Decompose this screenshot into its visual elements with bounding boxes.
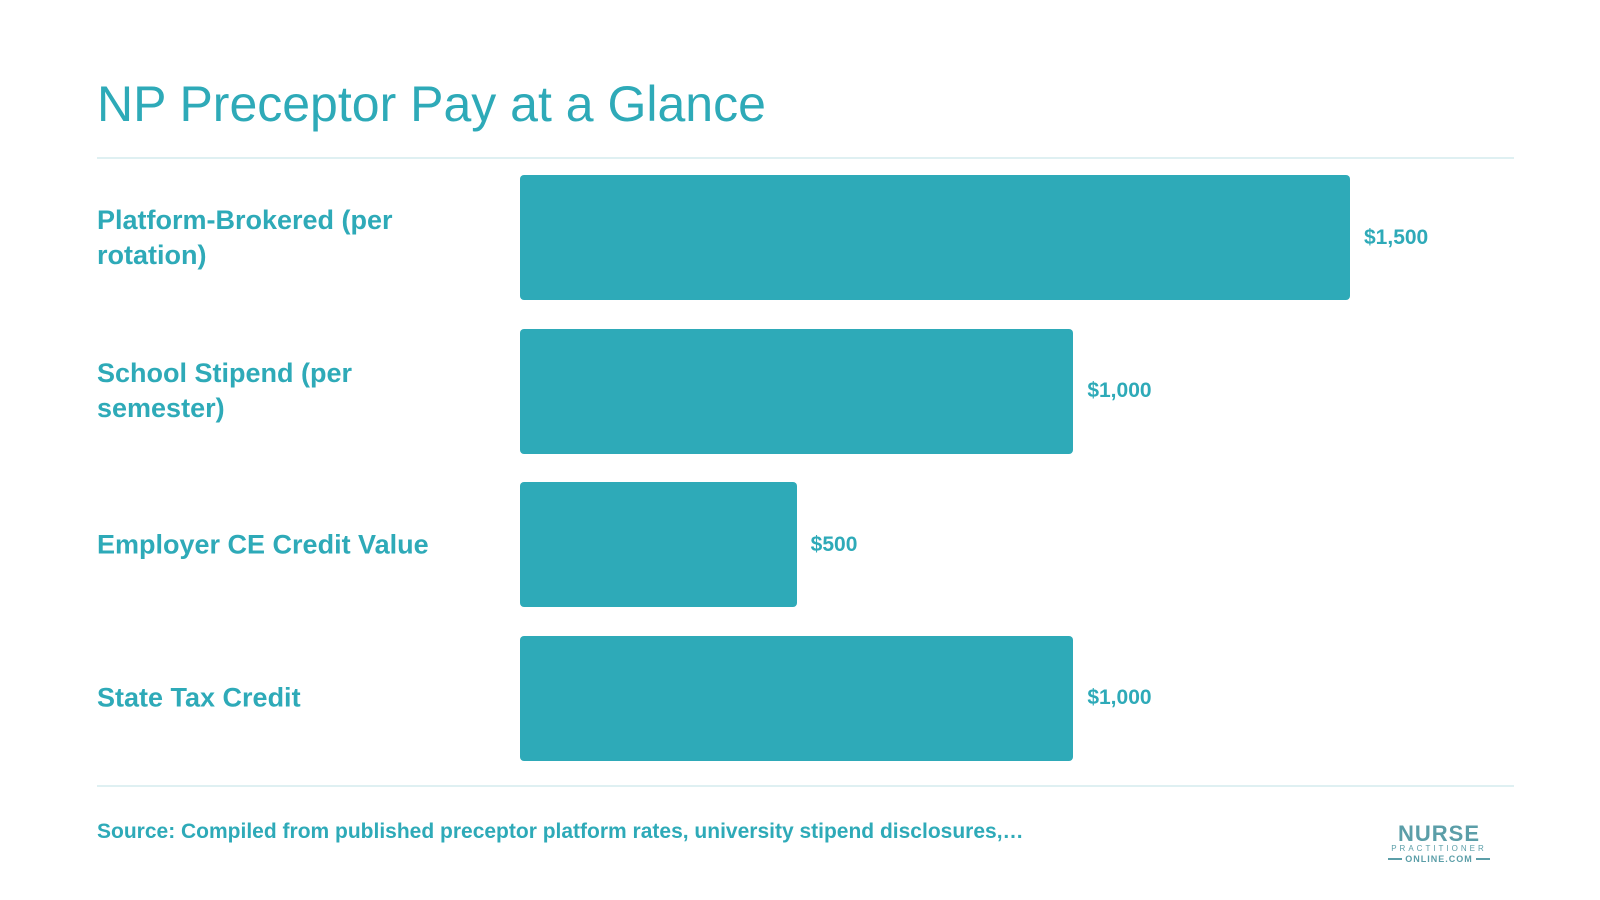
logo-sub-text: PRACTITIONER bbox=[1391, 844, 1487, 853]
chart-title: NP Preceptor Pay at a Glance bbox=[97, 76, 766, 132]
bar bbox=[520, 328, 1074, 454]
value-label: $1,000 bbox=[1087, 379, 1152, 402]
bottom-divider bbox=[97, 785, 1514, 787]
value-label: $1,500 bbox=[1364, 225, 1429, 249]
logo-rule-left bbox=[1388, 858, 1403, 860]
category-label: Employer CE Credit Value bbox=[97, 529, 429, 559]
source-note: Source: Compiled from published precepto… bbox=[97, 820, 1024, 843]
bar-chart: Platform-Brokered (per rotation) $1,500 Sc… bbox=[97, 175, 1517, 770]
logo-domain-text: ONLINE.COM bbox=[1405, 854, 1473, 864]
value-label: $1,000 bbox=[1087, 686, 1152, 709]
bar-row: School Stipend (per semester) $1,000 bbox=[97, 328, 1517, 454]
bar-row: State Tax Credit $1,000 bbox=[97, 635, 1517, 761]
top-divider bbox=[97, 157, 1514, 159]
bar-row: Employer CE Credit Value $500 bbox=[97, 482, 1517, 607]
brand-logo: NURSE PRACTITIONER ONLINE.COM bbox=[1383, 821, 1495, 864]
category-label: State Tax Credit bbox=[97, 682, 301, 713]
logo-rule-right bbox=[1475, 858, 1490, 860]
category-label: School Stipend (per semester) bbox=[97, 358, 353, 423]
category-label: Platform-Brokered (per rotation) bbox=[97, 204, 393, 270]
bar bbox=[520, 482, 797, 607]
bar-row: Platform-Brokered (per rotation) $1,500 bbox=[97, 175, 1517, 300]
logo-domain-row: ONLINE.COM bbox=[1383, 854, 1495, 864]
value-label: $500 bbox=[810, 532, 858, 556]
bar bbox=[520, 635, 1074, 761]
logo-main-text: NURSE bbox=[1397, 821, 1480, 846]
bar bbox=[520, 175, 1350, 300]
